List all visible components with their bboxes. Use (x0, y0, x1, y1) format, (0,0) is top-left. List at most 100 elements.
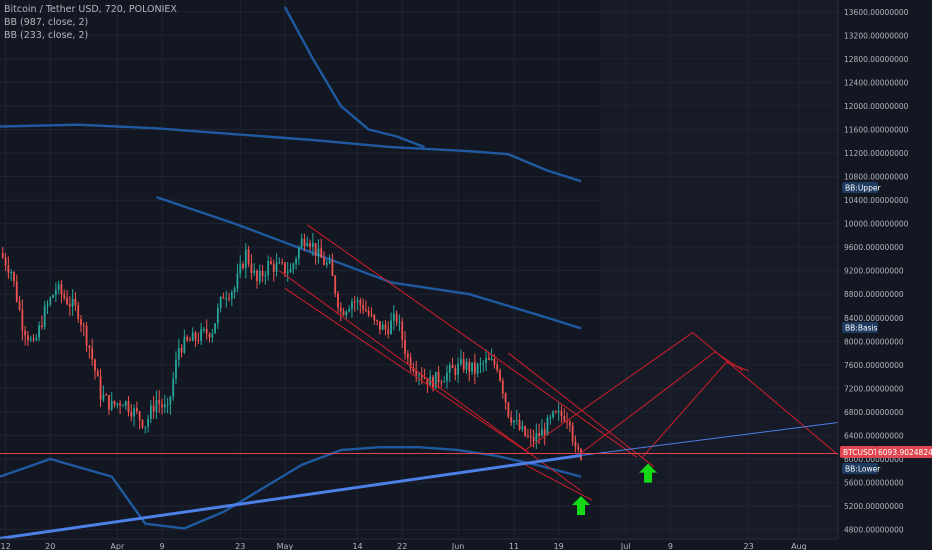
candle (194, 330, 197, 348)
candle (574, 435, 577, 453)
candle (52, 294, 54, 299)
candle (80, 314, 82, 333)
bb-lower-tag: BB:Lower (842, 463, 881, 474)
channel-line (524, 464, 593, 501)
candle (169, 395, 172, 415)
candle (250, 254, 253, 280)
candle (152, 396, 155, 419)
candle (177, 338, 180, 368)
candle (409, 352, 412, 373)
y-tick-label: 6800.00000000 (844, 408, 904, 417)
candle (197, 332, 200, 345)
candle (462, 351, 465, 373)
candle (253, 263, 256, 276)
symbol-title[interactable]: Bitcoin / Tether USD, 720, POLONIEX (4, 4, 177, 15)
bb-233-legend[interactable]: BB (233, close, 2) (4, 30, 89, 41)
candle (297, 245, 300, 266)
bb-basis-line (156, 195, 582, 330)
candle (63, 289, 66, 301)
candle (205, 319, 208, 340)
symbol-price-tag: BTCUSDT 6093.90248246 (840, 446, 932, 458)
y-tick-label: 8000.00000000 (844, 337, 904, 346)
candle (244, 243, 247, 279)
bb-987-legend[interactable]: BB (987, close, 2) (4, 17, 89, 28)
candle (228, 292, 230, 302)
candle (370, 307, 373, 318)
candle (454, 364, 457, 381)
time-axis[interactable]: 12 20 Apr 9 23 May 14 22 Jun 11 19 Jul 9 23 Aug (0, 542, 806, 550)
candle (524, 425, 527, 438)
channel-line (284, 287, 532, 455)
candle (256, 269, 258, 289)
y-tick-label: 12400.00000000 (844, 78, 909, 87)
candle (362, 298, 365, 315)
candle (270, 257, 272, 265)
candle (552, 410, 554, 420)
candle (390, 312, 392, 335)
candle (102, 385, 105, 402)
up-arrow-icon (639, 463, 658, 483)
candle (289, 263, 292, 273)
candle (471, 362, 473, 375)
candle (406, 350, 409, 365)
candle (457, 357, 460, 384)
candle (216, 303, 219, 330)
candle (415, 360, 418, 382)
y-tick-label: 13200.00000000 (844, 31, 909, 40)
bb-upper-line (0, 123, 582, 183)
candle (186, 334, 189, 343)
candle (521, 420, 524, 433)
candle (4, 252, 7, 272)
x-tick-label: Aug (791, 542, 807, 550)
y-tick-label: 11200.00000000 (844, 149, 909, 158)
x-tick-label: 9 (159, 542, 164, 550)
bb-basis-label: BB:Basis (845, 324, 878, 333)
candle (473, 353, 476, 384)
candle (149, 400, 152, 424)
candle (272, 259, 275, 282)
candle (147, 414, 149, 433)
candle (21, 299, 24, 341)
chart-legend: Bitcoin / Tether USD, 720, POLONIEX BB (… (4, 3, 177, 42)
bb-upper-label: BB:Upper (845, 184, 881, 193)
candle (401, 317, 404, 349)
y-tick-label: 12800.00000000 (844, 55, 909, 64)
y-tick-label: 11600.00000000 (844, 125, 909, 134)
candle (158, 389, 161, 414)
candle (135, 401, 138, 415)
candle (446, 365, 448, 389)
projection-zone (600, 0, 838, 539)
y-tick-label: 13600.00000000 (844, 8, 909, 17)
candle (155, 390, 158, 420)
candle (317, 239, 320, 264)
candle (96, 368, 99, 377)
candle (367, 306, 370, 318)
candle (292, 262, 295, 275)
y-tick-label: 8800.00000000 (844, 290, 904, 299)
candle (549, 414, 552, 425)
candle (485, 349, 487, 372)
candle (353, 295, 356, 312)
candle (138, 410, 141, 430)
candle (541, 418, 543, 437)
x-tick-label: 9 (668, 542, 673, 550)
price-axis-panel[interactable] (838, 0, 932, 550)
candle (395, 310, 398, 326)
candle (359, 297, 362, 314)
candle (172, 371, 175, 401)
candle (27, 330, 29, 346)
candle (46, 300, 49, 315)
candle (448, 362, 451, 383)
x-tick-label: 22 (397, 542, 407, 550)
candle (381, 321, 384, 331)
candle (468, 358, 471, 382)
bb-lower-line (0, 446, 582, 530)
x-tick-label: Jun (451, 542, 465, 550)
candle (166, 397, 169, 414)
candle (543, 422, 546, 446)
support-trendline (0, 453, 582, 540)
x-tick-label: 14 (352, 542, 362, 550)
candle (387, 321, 390, 339)
candle (258, 264, 261, 285)
